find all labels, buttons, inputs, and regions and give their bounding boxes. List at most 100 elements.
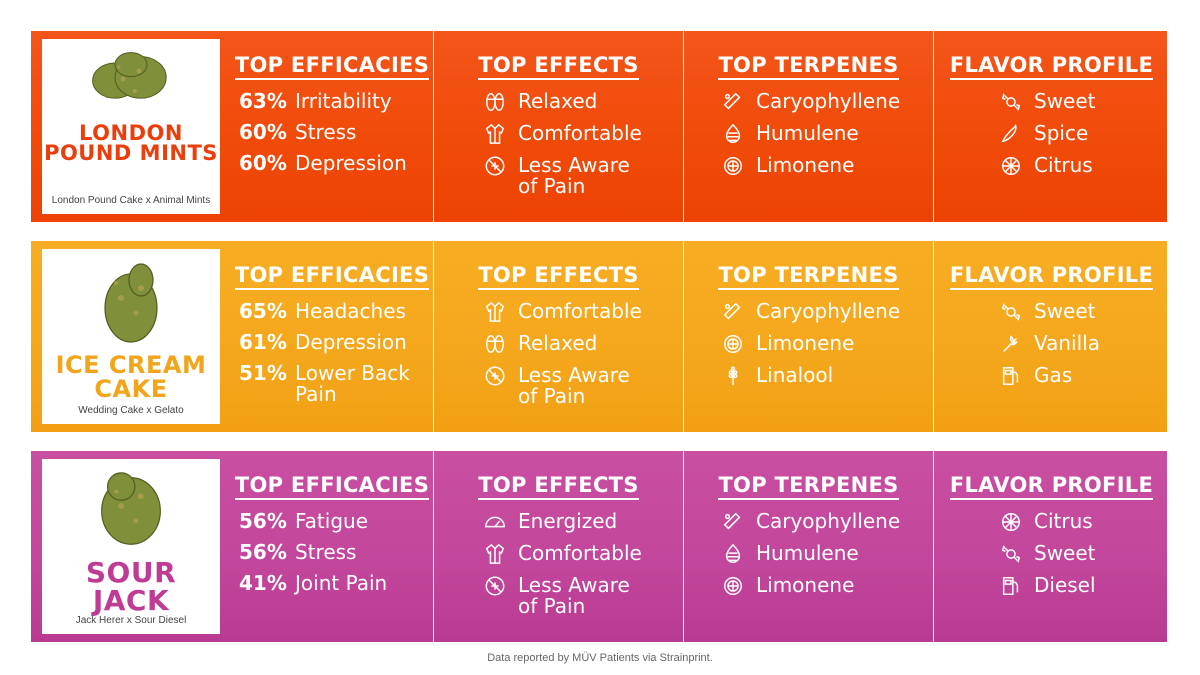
fx-label: Relaxed — [518, 331, 598, 355]
section-title: TOP EFFECTS — [434, 53, 683, 80]
fl-label: Citrus — [1034, 153, 1093, 177]
cannabis-bud-icon — [92, 52, 167, 99]
section-title-text: TOP EFFICACIES — [234, 53, 430, 80]
fx-item: Comfortable — [482, 301, 683, 323]
fx-item: Less Aware of Pain — [482, 155, 683, 197]
slippers-icon — [482, 333, 508, 355]
fx-item: Less Aware of Pain — [482, 365, 683, 407]
strain-cross: Jack Herer x Sour Diesel — [75, 615, 187, 626]
ter-label: Limonene — [756, 153, 855, 177]
fl-list: Sweet Vanilla Gas — [934, 301, 1169, 387]
eff-item: 65% Headaches — [239, 301, 433, 322]
efficacies-column: TOP EFFICACIES 56% Fatigue 56% Stress 41% Join… — [231, 451, 433, 642]
fl-item: Sweet — [998, 91, 1169, 113]
eff-item: 56% Fatigue — [239, 511, 433, 532]
ter-item: Limonene — [720, 155, 933, 177]
strain-name: LONDON POUND MINTS — [44, 121, 218, 165]
no-pain-icon — [482, 365, 508, 387]
section-title-text: TOP EFFICACIES — [234, 263, 430, 290]
section-title: FLAVOR PROFILE — [934, 53, 1169, 80]
strain-row-ice-cream-cake: ICE CREAM CAKE Wedding Cake x Gelato TOP E… — [30, 240, 1168, 433]
section-title: TOP EFFECTS — [434, 473, 683, 500]
ter-label: Humulene — [756, 121, 859, 145]
gas-pump-icon — [998, 575, 1024, 597]
fx-item: Relaxed — [482, 333, 683, 355]
fl-item: Citrus — [998, 511, 1169, 533]
efficacy-percent: 63% — [239, 89, 287, 113]
fl-list: Sweet Spice Citrus — [934, 91, 1169, 177]
robe-icon — [482, 123, 508, 145]
flavor-column: FLAVOR PROFILE Sweet Vanilla Gas — [933, 241, 1169, 432]
section-title-text: TOP TERPENES — [718, 263, 899, 290]
ter-item: Limonene — [720, 333, 933, 355]
robe-icon — [482, 543, 508, 565]
eff-label: Irritability — [295, 89, 392, 113]
fl-label: Vanilla — [1034, 331, 1100, 355]
section-title: TOP TERPENES — [684, 473, 933, 500]
efficacies-column: TOP EFFICACIES 65% Headaches 61% Depression 5… — [231, 241, 433, 432]
eff-item: 41% Joint Pain — [239, 573, 433, 594]
section-title-text: TOP TERPENES — [718, 53, 899, 80]
ter-item: Humulene — [720, 123, 933, 145]
ter-label: Caryophyllene — [756, 509, 901, 533]
fl-item: Sweet — [998, 301, 1169, 323]
fl-label: Citrus — [1034, 509, 1093, 533]
terpenes-column: TOP TERPENES Caryophyllene Limonene Linaloo… — [683, 241, 933, 432]
ter-label: Caryophyllene — [756, 89, 901, 113]
fl-item: Vanilla — [998, 333, 1169, 355]
fl-item: Gas — [998, 365, 1169, 387]
efficacy-percent: 41% — [239, 571, 287, 595]
fx-label: Comfortable — [518, 299, 642, 323]
eff-label: Depression — [295, 151, 407, 175]
terpenes-column: TOP TERPENES Caryophyllene Humulene Limonen… — [683, 451, 933, 642]
fx-label: Less Aware of Pain — [518, 573, 630, 618]
candy-icon — [998, 301, 1024, 323]
eff-item: 60% Stress — [239, 122, 433, 143]
fl-label: Sweet — [1034, 89, 1096, 113]
fx-list: Relaxed Comfortable Less Aware of Pain — [434, 91, 683, 197]
slippers-icon — [482, 91, 508, 113]
fx-label: Comfortable — [518, 121, 642, 145]
fl-item: Spice — [998, 123, 1169, 145]
chili-icon — [998, 123, 1024, 145]
cinnamon-icon — [720, 511, 746, 533]
vanilla-icon — [998, 333, 1024, 355]
fl-item: Diesel — [998, 575, 1169, 597]
gas-pump-icon — [998, 365, 1024, 387]
fx-item: Less Aware of Pain — [482, 575, 683, 617]
ter-item: Linalool — [720, 365, 933, 387]
ter-list: Caryophyllene Humulene Limonene — [684, 511, 933, 597]
cannabis-bud-icon — [104, 263, 158, 343]
section-title: TOP EFFICACIES — [231, 263, 433, 290]
fx-list: Comfortable Relaxed Less Aware of Pain — [434, 301, 683, 407]
section-title-text: FLAVOR PROFILE — [949, 53, 1154, 80]
eff-list: 63% Irritability 60% Stress 60% Depression — [231, 91, 433, 174]
ter-item: Humulene — [720, 543, 933, 565]
ter-item: Caryophyllene — [720, 511, 933, 533]
fx-item: Comfortable — [482, 123, 683, 145]
fl-label: Spice — [1034, 121, 1089, 145]
effects-column: TOP EFFECTS Comfortable Relaxed Less Aware … — [433, 241, 683, 432]
strain-card: LONDON POUND MINTS London Pound Cake x An… — [42, 39, 220, 214]
candy-icon — [998, 543, 1024, 565]
strain-card: ICE CREAM CAKE Wedding Cake x Gelato — [42, 249, 220, 424]
lemon-icon — [720, 155, 746, 177]
no-pain-icon — [482, 155, 508, 177]
fx-item: Energized — [482, 511, 683, 533]
efficacy-percent: 65% — [239, 299, 287, 323]
ter-label: Humulene — [756, 541, 859, 565]
effects-column: TOP EFFECTS Relaxed Comfortable Less Aware … — [433, 31, 683, 222]
robe-icon — [482, 301, 508, 323]
ter-item: Caryophyllene — [720, 301, 933, 323]
ter-label: Limonene — [756, 331, 855, 355]
lavender-icon — [720, 365, 746, 387]
citrus-icon — [998, 155, 1024, 177]
efficacy-percent: 61% — [239, 330, 287, 354]
strain-panel: LONDON POUND MINTS London Pound Cake x An… — [31, 31, 231, 222]
efficacy-percent: 56% — [239, 509, 287, 533]
ter-label: Limonene — [756, 573, 855, 597]
strain-cross: London Pound Cake x Animal Mints — [51, 195, 211, 206]
cinnamon-icon — [720, 301, 746, 323]
eff-item: 56% Stress — [239, 542, 433, 563]
eff-label: Stress — [295, 120, 357, 144]
